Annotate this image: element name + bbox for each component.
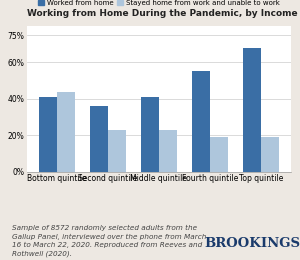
Bar [90,106,108,172]
Bar [210,137,228,172]
Bar [192,72,210,172]
Text: BROOKINGS: BROOKINGS [204,237,300,250]
Bar [243,48,261,172]
Bar [57,92,75,172]
Text: Working from Home During the Pandemic, by Income Quintile: Working from Home During the Pandemic, b… [27,9,300,18]
Bar [141,97,159,172]
Legend: Worked from home, Stayed home from work and unable to work: Worked from home, Stayed home from work … [36,0,282,9]
Bar [261,137,279,172]
Bar [108,130,126,172]
Text: Sample of 8572 randomly selected adults from the
Gallup Panel, interviewed over : Sample of 8572 randomly selected adults … [12,225,206,257]
Bar [159,130,177,172]
Bar [39,97,57,172]
